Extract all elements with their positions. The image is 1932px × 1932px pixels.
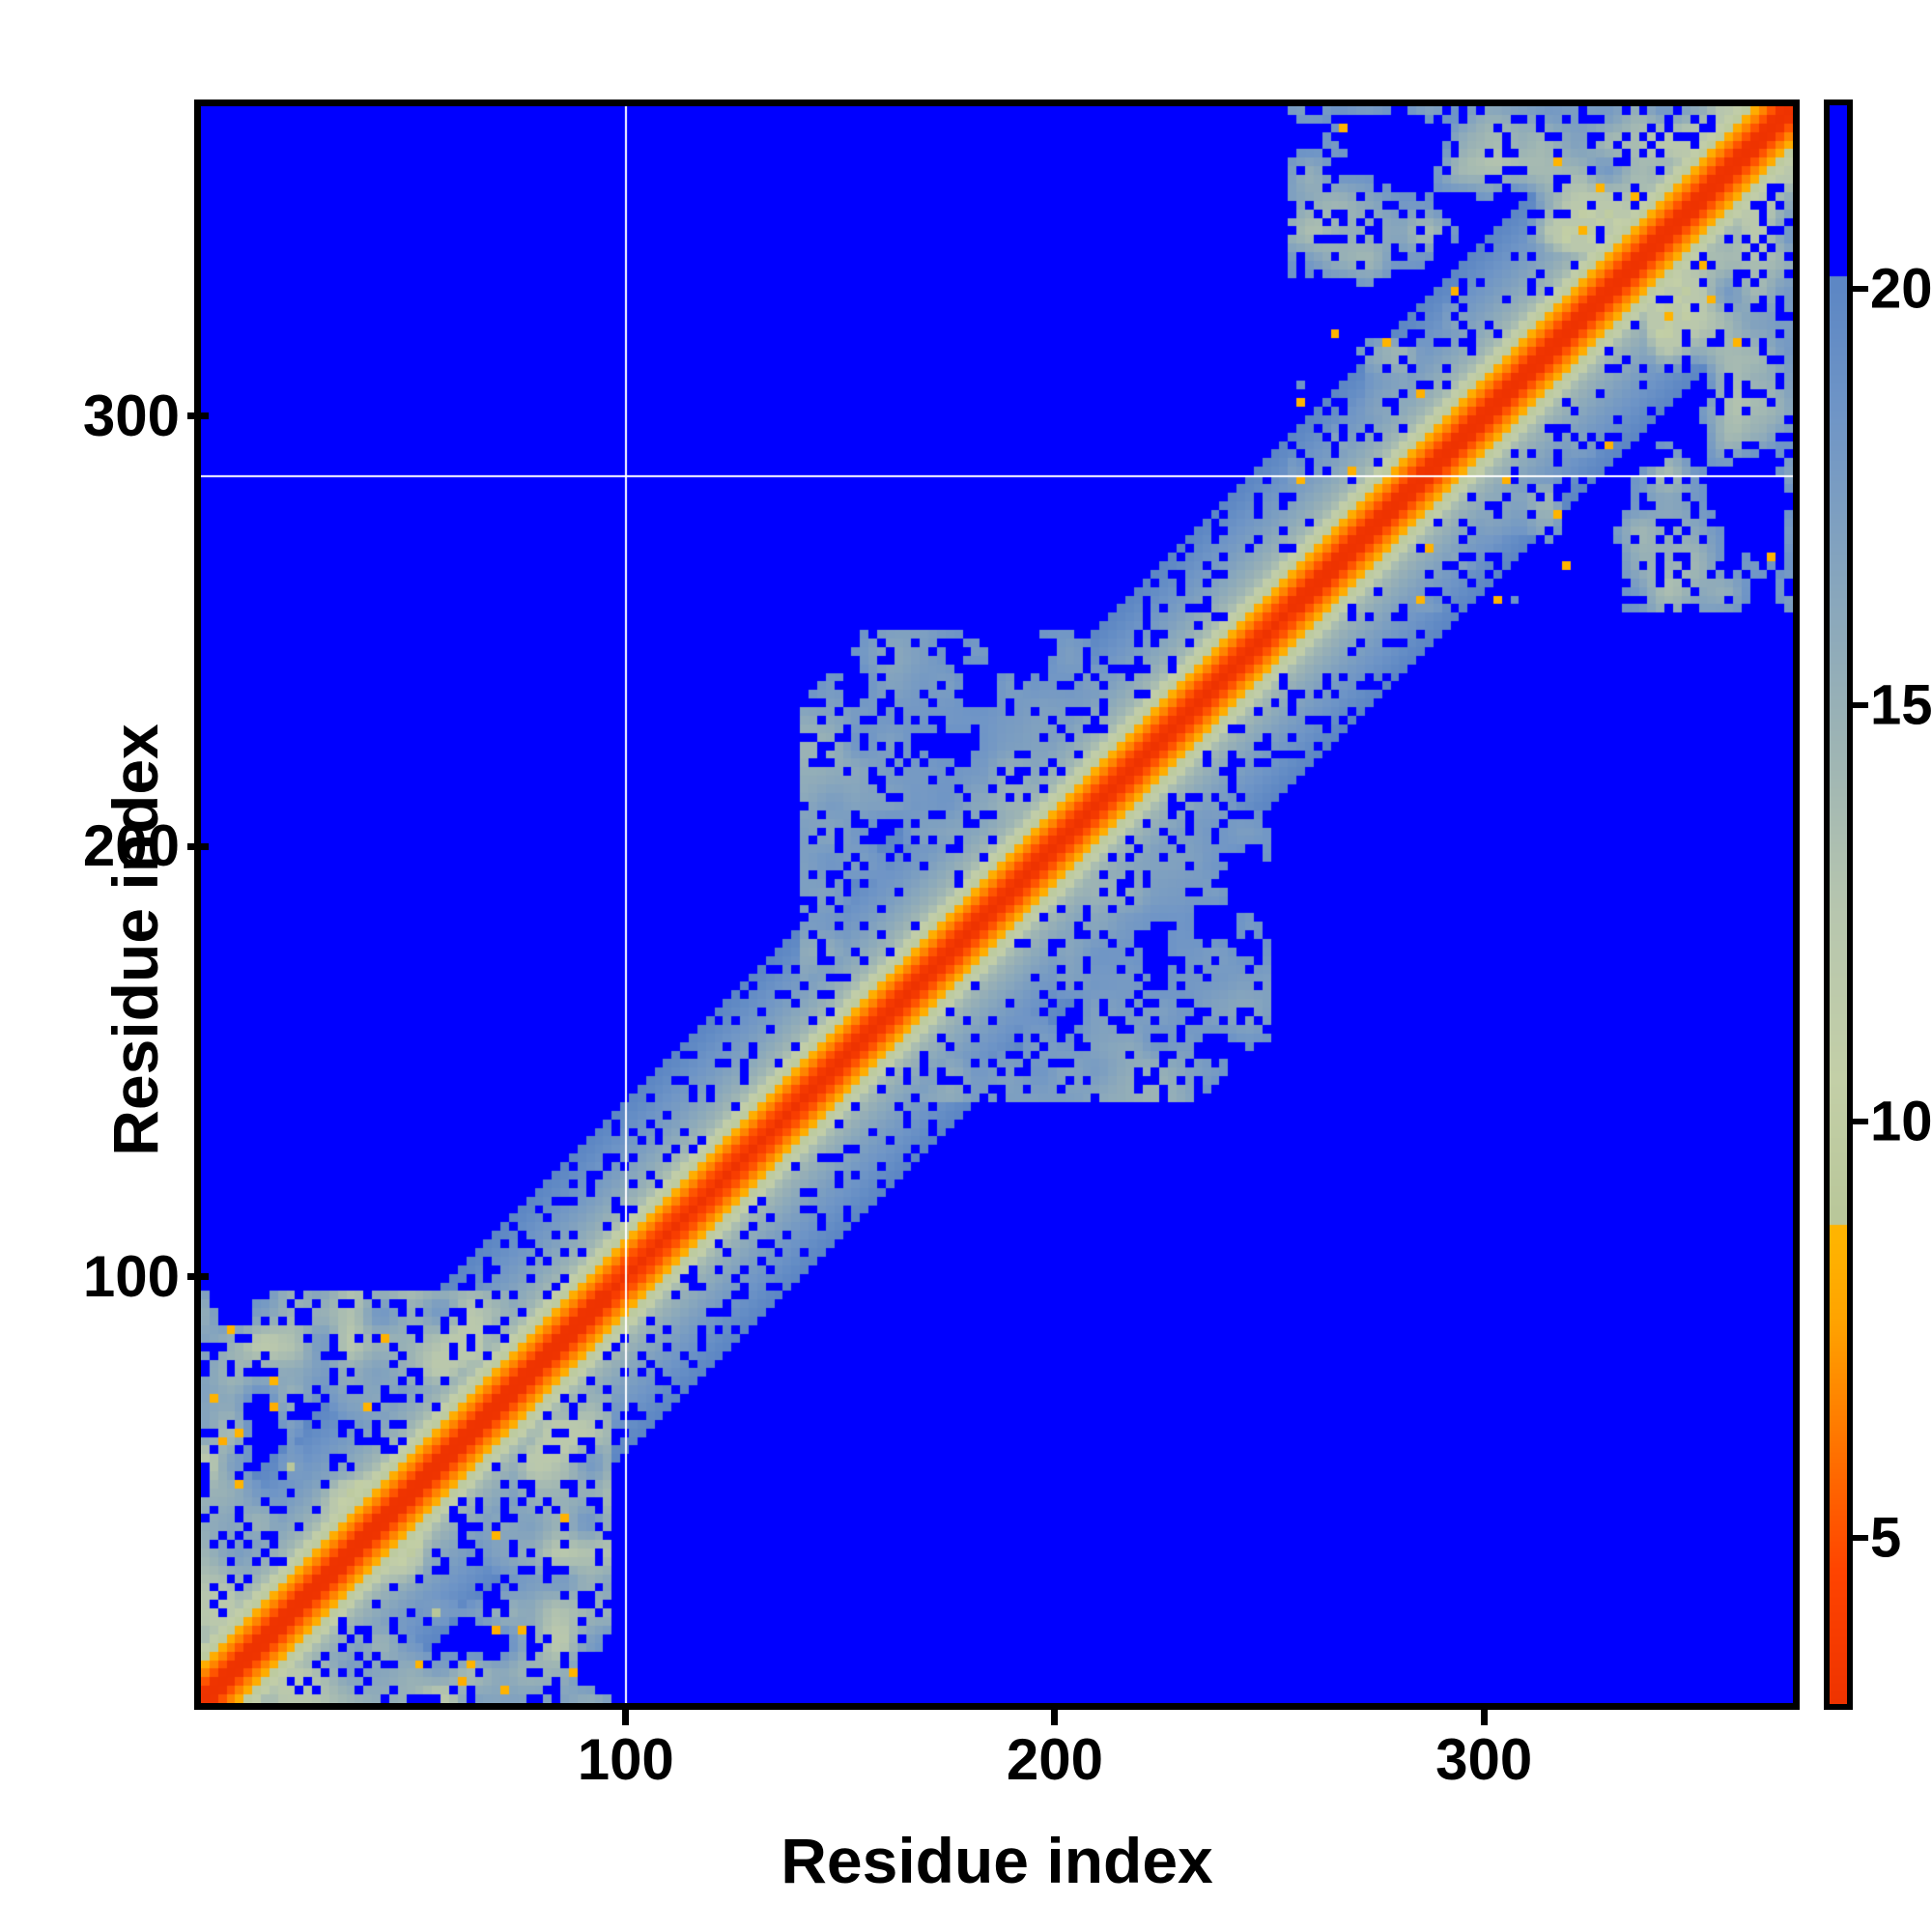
colorbar-tick-15 [1853,701,1868,708]
heatmap-plot-area [194,99,1800,1710]
y-axis-title: Residue index [99,724,171,1156]
colorbar-tick-10 [1853,1118,1868,1124]
y-axis-tick-label-200: 200 [82,813,180,879]
x-axis-tick-100 [622,1704,630,1725]
colorbar [1824,99,1853,1710]
x-axis-tick-label-100: 100 [577,1727,674,1792]
x-axis-tick-300 [1480,1704,1488,1725]
colorbar-tick-label-20: 20 [1870,257,1932,321]
x-axis-title: Residue index [781,1825,1213,1896]
y-axis-tick-200 [187,842,209,850]
x-axis-tick-200 [1051,1704,1059,1725]
x-axis-tick-label-200: 200 [1006,1727,1104,1792]
colorbar-tick-5 [1853,1534,1868,1541]
heatmap-canvas [201,106,1793,1703]
y-axis-tick-100 [187,1273,209,1281]
colorbar-tick-label-15: 15 [1870,673,1932,737]
y-axis-tick-label-300: 300 [82,383,180,448]
colorbar-tick-label-5: 5 [1870,1506,1902,1570]
colorbar-tick-20 [1853,285,1868,292]
colorbar-gradient [1830,105,1847,1704]
x-axis-tick-label-300: 300 [1435,1727,1533,1792]
y-axis-tick-label-100: 100 [82,1243,180,1309]
colorbar-tick-label-10: 10 [1870,1090,1932,1153]
y-axis-tick-300 [187,412,209,420]
